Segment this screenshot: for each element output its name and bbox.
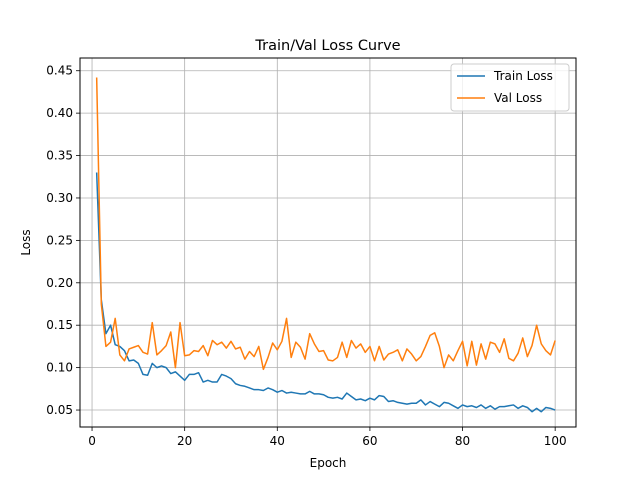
grid-lines [80, 58, 576, 427]
y-tick-label: 0.35 [46, 149, 73, 163]
x-tick-label: 40 [270, 434, 285, 448]
series-line-train-loss [95, 172, 556, 413]
y-tick-label: 0.20 [46, 276, 73, 290]
y-tick-label: 0.45 [46, 64, 73, 78]
x-tick-label: 80 [455, 434, 470, 448]
x-tick-label: 60 [362, 434, 377, 448]
series-line-val-loss [95, 77, 556, 371]
y-tick-label: 0.30 [46, 191, 73, 205]
chart-title: Train/Val Loss Curve [254, 38, 400, 54]
legend: Train Loss Val Loss [450, 63, 570, 112]
y-axis-label: Loss [19, 229, 33, 255]
y-axis-ticks: 0.05 0.10 0.15 0.20 0.25 0.30 0.35 0.40 0.45 [46, 64, 80, 417]
x-tick-label: 0 [88, 434, 96, 448]
x-tick-label: 20 [177, 434, 192, 448]
x-tick-label: 100 [544, 434, 567, 448]
y-tick-label: 0.25 [46, 233, 73, 247]
y-tick-label: 0.10 [46, 361, 73, 375]
series-lines [95, 77, 556, 413]
y-tick-label: 0.40 [46, 106, 73, 120]
plot-frame [79, 57, 577, 428]
y-tick-label: 0.15 [46, 318, 73, 332]
legend-label-train-loss: Train Loss [493, 69, 553, 83]
x-axis-label: Epoch [310, 456, 347, 470]
x-axis-ticks: 0 20 40 60 80 100 [88, 427, 567, 448]
y-tick-label: 0.05 [46, 403, 73, 417]
legend-label-val-loss: Val Loss [494, 91, 542, 105]
